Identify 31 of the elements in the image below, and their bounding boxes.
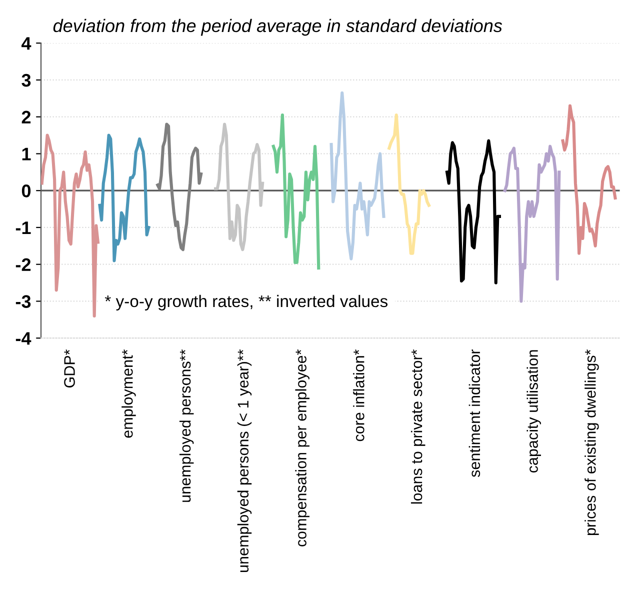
x-tick-label: sentiment indicator <box>468 349 480 478</box>
line-series <box>446 139 502 284</box>
x-tick-label: core inflation* <box>353 349 364 442</box>
y-tick-label: -2 <box>16 258 31 271</box>
line-series <box>388 113 430 255</box>
y-tick-label: 1 <box>22 148 31 160</box>
y-tick-label: 2 <box>22 110 31 124</box>
line-series <box>214 122 264 252</box>
line-series <box>561 104 617 255</box>
y-tick-label: -1 <box>16 222 31 234</box>
annotation: * y-o-y growth rates, ** inverted values <box>104 294 388 310</box>
y-tick-label: -4 <box>16 332 32 345</box>
y-tick-label: -3 <box>16 295 31 308</box>
x-tick-label: GDP* <box>64 349 75 388</box>
x-tick-label: capacity utilisation <box>526 350 541 473</box>
x-tick-label: compensation per employee* <box>295 349 310 546</box>
x-tick-label: unemployed persons** <box>179 349 194 502</box>
line-series <box>98 134 150 262</box>
y-tick-label: 4 <box>21 37 32 50</box>
y-tick-label: 0 <box>22 184 31 198</box>
x-tick-label: loans to private sector* <box>410 349 426 504</box>
line-series <box>156 122 203 252</box>
line-series <box>503 144 561 303</box>
x-tick-label: unemployed persons (< 1 year)** <box>237 349 252 572</box>
x-tick-label: employment* <box>122 349 136 438</box>
line-series <box>330 91 386 260</box>
line-series <box>272 113 320 270</box>
x-tick-label: prices of existing dwellings* <box>584 349 599 536</box>
y-tick-label: 3 <box>22 74 31 87</box>
line-series <box>40 134 100 318</box>
chart-subtitle: deviation from the period average in standard deviations <box>53 18 502 36</box>
